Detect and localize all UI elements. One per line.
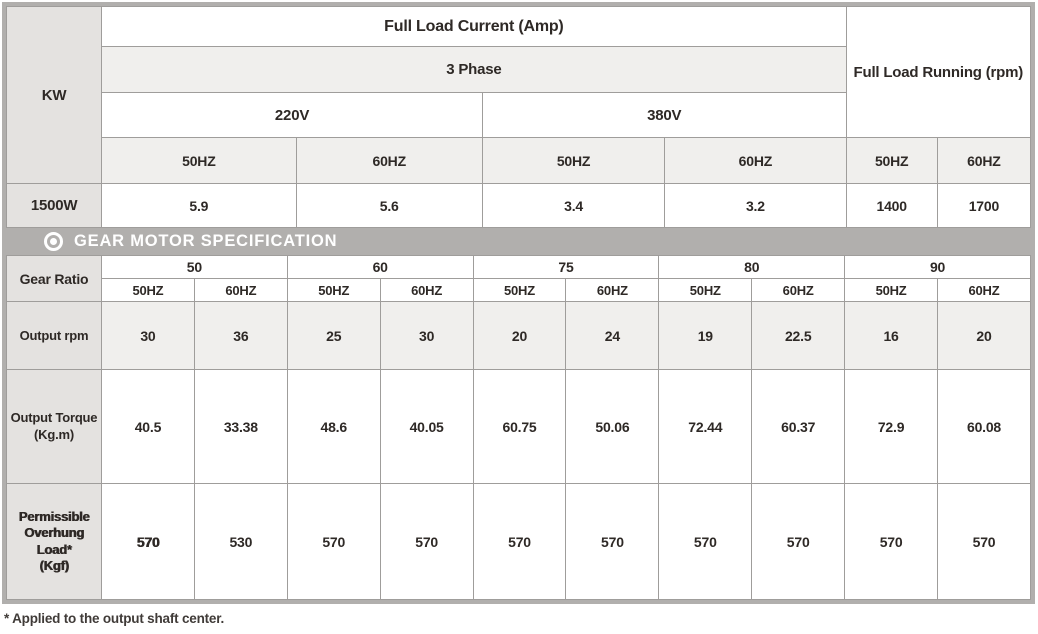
output-rpm-value: 36	[193, 301, 288, 370]
ratio-header: 90	[844, 255, 1031, 279]
output-rpm-value: 16	[844, 301, 939, 370]
output-torque-value: 40.5	[101, 369, 195, 484]
output-rpm-value: 20	[937, 301, 1031, 370]
output-rpm-value: 24	[565, 301, 660, 370]
overhung-load-value: 570	[937, 483, 1031, 600]
current-value: 3.2	[664, 183, 847, 228]
current-value: 3.4	[481, 183, 666, 228]
current-value: 5.9	[101, 183, 297, 228]
current-value: 5.6	[295, 183, 483, 228]
table-row: 50HZ 60HZ 50HZ 60HZ 50HZ 60HZ 50HZ 60HZ …	[7, 278, 1031, 302]
phase-header: 3 Phase	[101, 46, 847, 93]
output-rpm-value: 30	[101, 301, 195, 370]
ratio-header: 80	[658, 255, 846, 279]
overhung-load-value: 570	[658, 483, 753, 600]
motor-spec-table: KW Full Load Current (Amp) Full Load Run…	[5, 6, 1032, 228]
output-torque-value: 60.37	[751, 369, 846, 484]
gear-ratio-header: Gear Ratio	[6, 255, 102, 302]
output-torque-value: 60.75	[472, 369, 567, 484]
freq-header: 50HZ	[658, 278, 753, 302]
output-torque-value: 48.6	[286, 369, 381, 484]
overhung-load-value: 570	[379, 483, 474, 600]
kw-value: 1500W	[5, 183, 103, 228]
kw-column-header: KW	[5, 6, 103, 184]
overhung-load-value: 570	[844, 483, 939, 600]
table-row: Permissible Overhung Load* (Kgf) 570 530…	[6, 483, 1031, 600]
section-title: GEAR MOTOR SPECIFICATION	[74, 232, 338, 250]
output-torque-value: 72.44	[658, 369, 753, 484]
output-torque-value: 50.06	[565, 369, 660, 484]
overhung-load-value: 570	[565, 483, 660, 600]
table-row: Output Torque (Kg.m) 40.5 33.38 48.6 40.…	[6, 369, 1031, 484]
full-load-current-header: Full Load Current (Amp)	[101, 6, 847, 47]
freq-header: 60HZ	[937, 278, 1031, 302]
row-header-line: (Kgf)	[39, 557, 69, 573]
row-header-line: Output Torque	[10, 410, 98, 426]
output-rpm-value: 20	[472, 301, 567, 370]
output-torque-value: 72.9	[844, 369, 939, 484]
table-row: KW Full Load Current (Amp) Full Load Run…	[5, 6, 1032, 184]
output-torque-value: 60.08	[937, 369, 1031, 484]
table-row: Gear Ratio 50 60 75 80 90	[6, 255, 1031, 302]
table-row: 1500W 5.9 5.6 3.4 3.2 1400 1700	[5, 183, 1032, 228]
output-rpm-value: 22.5	[751, 301, 846, 370]
ratio-header: 60	[286, 255, 474, 279]
voltage-380-header: 380V	[481, 92, 847, 138]
freq-header: 60HZ	[379, 278, 474, 302]
freq-header: 50HZ	[845, 137, 938, 184]
freq-header: 60HZ	[193, 278, 288, 302]
freq-header: 50HZ	[472, 278, 567, 302]
freq-header: 60HZ	[565, 278, 660, 302]
output-rpm-row-header: Output rpm	[6, 301, 102, 370]
freq-header: 60HZ	[936, 137, 1032, 184]
voltage-220-header: 220V	[101, 92, 483, 138]
freq-header: 50HZ	[286, 278, 381, 302]
output-rpm-value: 25	[286, 301, 381, 370]
row-header-line: Overhung Load*	[24, 525, 84, 557]
gear-spec-table: Gear Ratio 50 60 75 80 90 50HZ 60HZ 50HZ…	[6, 255, 1031, 600]
footnote: * Applied to the output shaft center.	[4, 611, 225, 626]
overhung-load-value: 530	[193, 483, 288, 600]
freq-header: 50HZ	[101, 278, 195, 302]
table-row: 220V 380V	[7, 92, 1031, 138]
overhung-load-value: 570	[751, 483, 846, 600]
freq-header: 50HZ	[101, 137, 297, 184]
output-rpm-value: 30	[379, 301, 474, 370]
freq-header: 50HZ	[844, 278, 939, 302]
table-row: 50HZ 60HZ 50HZ 60HZ 50HZ 60HZ	[7, 137, 1032, 184]
full-load-running-header: Full Load Running (rpm)	[845, 6, 1032, 138]
section-header-band: GEAR MOTOR SPECIFICATION	[6, 228, 1031, 255]
ratio-header: 75	[472, 255, 660, 279]
table-row: Output rpm 30 36 25 30 20 24 19 22.5 16 …	[6, 301, 1031, 370]
target-circle-icon	[44, 232, 63, 251]
running-rpm-value: 1700	[936, 183, 1032, 228]
output-rpm-value: 19	[658, 301, 753, 370]
table-row: 3 Phase	[7, 46, 1031, 93]
overhung-load-row-header: Permissible Overhung Load* (Kgf)	[6, 483, 102, 600]
output-torque-value: 33.38	[193, 369, 288, 484]
ratio-header: 50	[101, 255, 288, 279]
overhung-load-value: 570	[286, 483, 381, 600]
output-torque-row-header: Output Torque (Kg.m)	[6, 369, 102, 484]
output-torque-value: 40.05	[379, 369, 474, 484]
running-rpm-value: 1400	[845, 183, 938, 228]
row-header-line: Permissible	[18, 509, 90, 524]
row-header-line: (Kg.m)	[34, 426, 74, 442]
spec-sheet-frame: KW Full Load Current (Amp) Full Load Run…	[2, 2, 1035, 604]
overhung-load-value: 570	[101, 483, 195, 600]
freq-header: 60HZ	[664, 137, 847, 184]
overhung-load-value: 570	[472, 483, 567, 600]
freq-header: 60HZ	[751, 278, 846, 302]
freq-header: 60HZ	[295, 137, 483, 184]
freq-header: 50HZ	[481, 137, 666, 184]
